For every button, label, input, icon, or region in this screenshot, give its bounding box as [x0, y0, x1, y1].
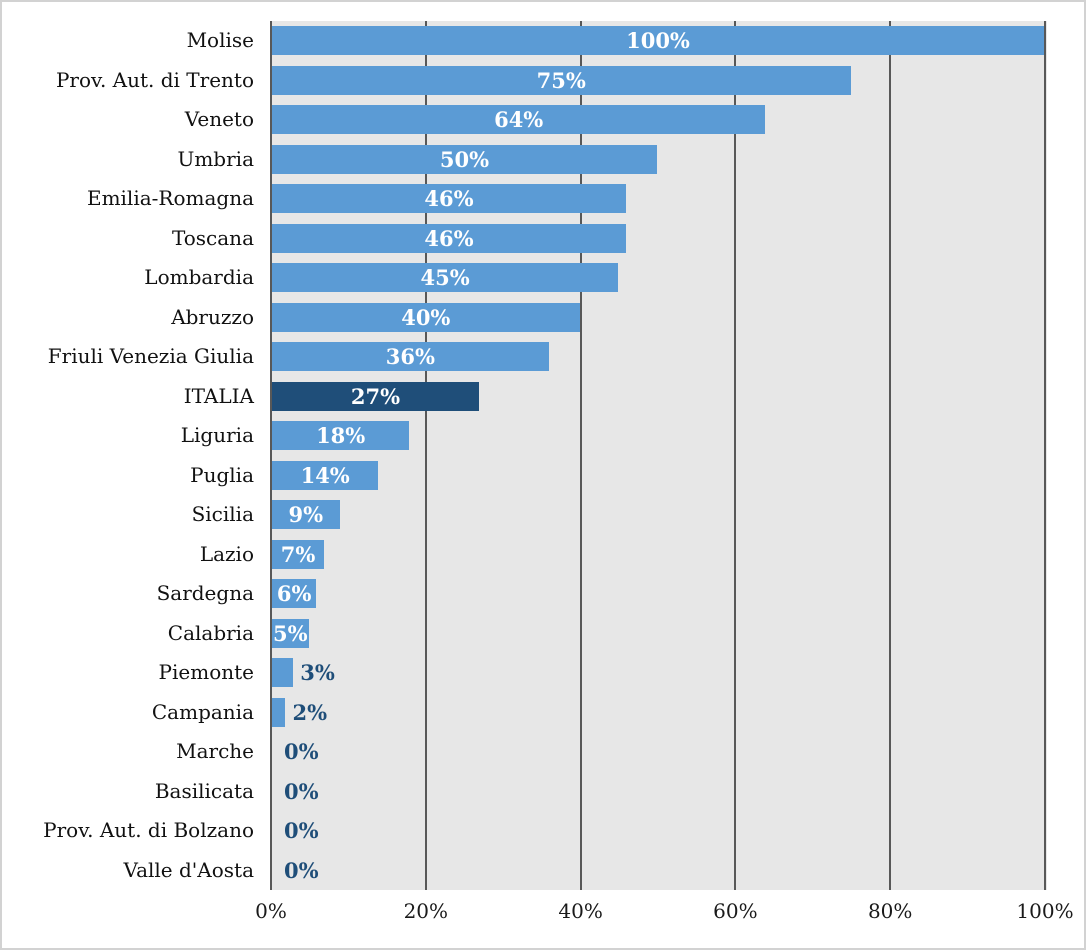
bar-sardegna — [272, 579, 317, 609]
bar-puglia — [272, 460, 379, 490]
category-label-molise: Molise — [186, 28, 254, 52]
value-label-abruzzo: 40% — [401, 304, 451, 330]
x-tick-label-60: 60% — [713, 899, 758, 923]
category-label-marche: Marche — [176, 739, 254, 763]
category-label-prov-aut-di-bolzano: Prov. Aut. di Bolzano — [43, 818, 254, 842]
value-label-emilia-romagna: 46% — [424, 186, 474, 212]
gridline-20 — [424, 21, 427, 890]
x-tick-label-100: 100% — [1016, 899, 1074, 923]
category-label-friuli-venezia-giulia: Friuli Venezia Giulia — [47, 344, 254, 368]
x-tick-label-80: 80% — [867, 899, 913, 923]
value-label-piemonte: 3% — [300, 660, 335, 686]
bar-sicilia — [272, 500, 340, 530]
category-label-lombardia: Lombardia — [144, 265, 254, 289]
value-label-umbria: 50% — [439, 146, 490, 172]
value-label-prov-aut-di-trento: 75% — [536, 67, 586, 93]
category-label-liguria: Liguria — [180, 423, 254, 447]
bar-piemonte — [272, 658, 294, 688]
bar-toscana — [272, 223, 627, 253]
value-label-italia: 27% — [350, 383, 401, 409]
category-label-campania: Campania — [151, 699, 254, 724]
category-label-sicilia: Sicilia — [191, 502, 254, 526]
value-label-veneto: 64% — [494, 107, 544, 133]
value-label-puglia: 14% — [300, 462, 350, 488]
value-label-lazio: 7% — [280, 541, 316, 567]
bar-umbria — [272, 144, 657, 174]
category-label-umbria: Umbria — [177, 146, 254, 171]
value-label-sardegna: 6% — [276, 581, 312, 607]
bar-lazio — [272, 539, 325, 569]
category-label-emilia-romagna: Emilia-Romagna — [86, 186, 254, 210]
bar-molise — [272, 26, 1044, 56]
category-label-italia: ITALIA — [183, 383, 254, 408]
category-label-piemonte: Piemonte — [158, 660, 254, 684]
category-label-basilicata: Basilicata — [154, 778, 254, 803]
category-label-prov-aut-di-trento: Prov. Aut. di Trento — [55, 67, 254, 92]
bar-friuli-venezia-giulia — [272, 342, 549, 372]
value-label-basilicata: 0% — [284, 778, 319, 804]
gridline-80 — [889, 21, 892, 890]
category-label-abruzzo: Abruzzo — [171, 304, 254, 329]
gridline-60 — [734, 21, 737, 890]
category-label-valle-d-aosta: Valle d'Aosta — [123, 857, 254, 882]
gridline-100 — [1044, 21, 1046, 890]
bar-campania — [272, 697, 286, 727]
value-label-friuli-venezia-giulia: 36% — [385, 344, 435, 370]
value-label-sicilia: 9% — [288, 502, 324, 528]
category-label-sardegna: Sardegna — [156, 581, 254, 605]
bar-italia — [272, 381, 479, 411]
value-label-marche: 0% — [284, 739, 319, 765]
category-label-toscana: Toscana — [171, 225, 254, 250]
bar-prov-aut-di-trento — [272, 65, 851, 95]
value-label-lombardia: 45% — [420, 265, 470, 291]
category-label-veneto: Veneto — [184, 107, 254, 131]
bar-lombardia — [272, 263, 619, 293]
gridline-0 — [270, 21, 272, 890]
x-tick-label-0: 0% — [255, 899, 287, 923]
value-label-campania: 2% — [292, 699, 328, 725]
value-label-prov-aut-di-bolzano: 0% — [284, 818, 319, 844]
value-label-valle-d-aosta: 0% — [284, 857, 319, 883]
x-tick-label-40: 40% — [558, 899, 603, 923]
category-label-calabria: Calabria — [167, 620, 254, 645]
value-label-calabria: 5% — [273, 620, 308, 646]
category-label-lazio: Lazio — [199, 541, 254, 566]
bar-emilia-romagna — [272, 184, 627, 214]
x-tick-label-20: 20% — [403, 899, 449, 923]
bar-veneto — [272, 105, 766, 135]
value-label-liguria: 18% — [316, 423, 366, 449]
value-label-molise: 100% — [626, 28, 690, 54]
bar-calabria — [272, 618, 309, 648]
value-label-toscana: 46% — [424, 225, 474, 251]
gridline-40 — [579, 21, 582, 890]
bar-liguria — [272, 421, 410, 451]
category-label-puglia: Puglia — [190, 462, 254, 487]
bar-abruzzo — [272, 302, 580, 332]
